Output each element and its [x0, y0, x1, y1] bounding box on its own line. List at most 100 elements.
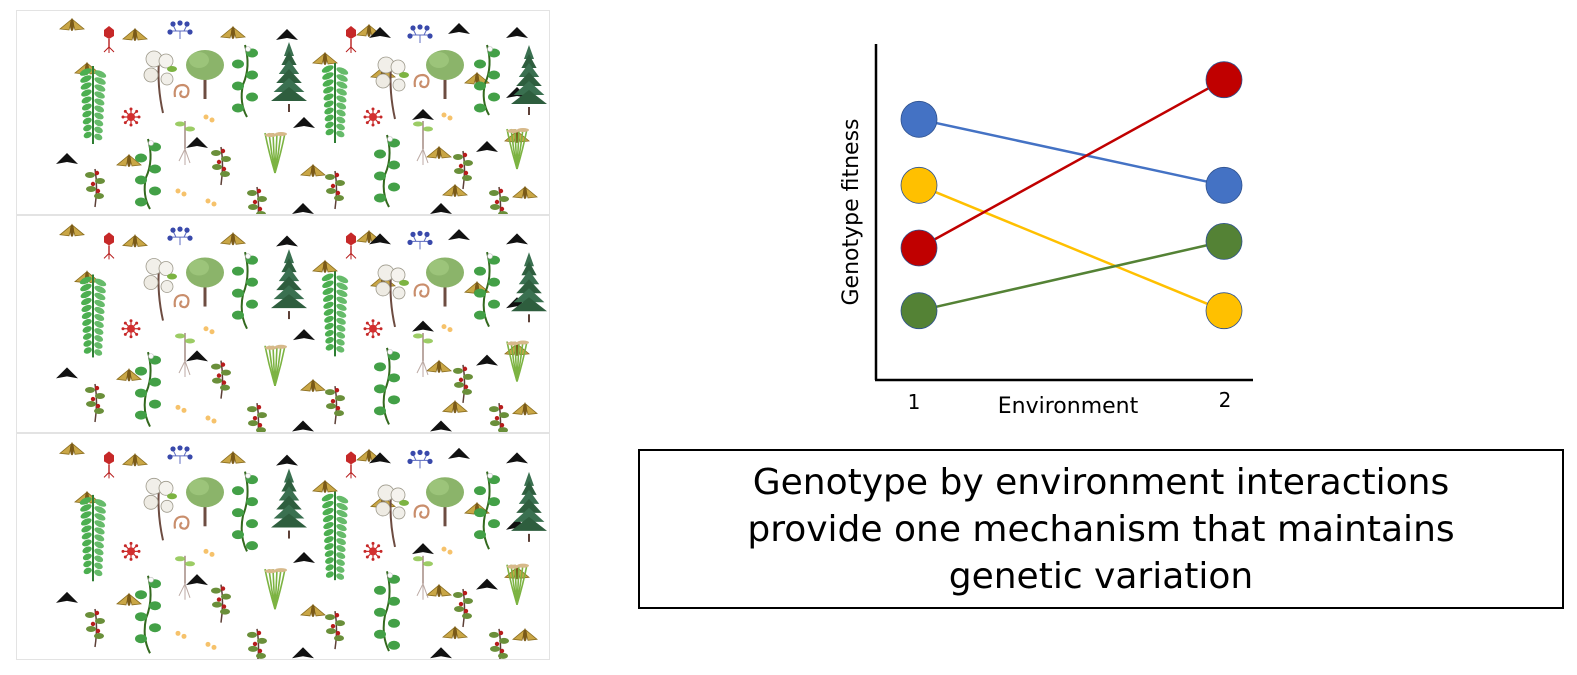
black-moth-icon: [476, 141, 498, 152]
vine-icon: [135, 575, 161, 654]
blue-flower-icon: [407, 230, 433, 250]
series-line-4: [918, 240, 1225, 312]
black-moth-icon: [292, 420, 314, 432]
vine-icon: [135, 138, 161, 210]
grass-icon: [506, 128, 529, 170]
vine-icon: [474, 471, 500, 550]
black-moth-icon: [412, 320, 434, 332]
cotton-plant-icon: [375, 484, 409, 548]
fern-icon: [79, 274, 107, 358]
x-tick-label-1: 1: [908, 390, 921, 414]
seedling-icon: [413, 121, 433, 165]
bacteria-icon: [203, 548, 215, 557]
y-axis-label: Genotype fitness: [839, 118, 864, 305]
moth-icon: [512, 402, 538, 416]
x-axis-label: Environment: [998, 394, 1139, 419]
series-layer: [900, 61, 1243, 330]
black-moth-icon: [369, 452, 391, 464]
vine-icon: [474, 44, 500, 116]
fern-icon: [321, 63, 349, 143]
berry-plant-icon: [211, 360, 231, 399]
series-line-3: [918, 78, 1225, 250]
black-moth-icon: [369, 233, 391, 245]
moth-icon: [300, 603, 326, 617]
black-moth-icon: [293, 329, 315, 341]
moth-icon: [300, 378, 326, 393]
bacteriophage-icon: [103, 451, 115, 479]
bacteria-icon: [205, 415, 217, 424]
vine-icon: [474, 251, 500, 328]
worm-icon: [173, 293, 190, 309]
moth-icon: [59, 17, 85, 31]
black-moth-icon: [292, 203, 314, 214]
moth-icon: [220, 232, 246, 246]
black-moth-icon: [292, 647, 314, 659]
moth-icon: [356, 23, 382, 37]
moth-icon: [220, 451, 246, 465]
virus-icon: [121, 107, 141, 127]
caption-text: Genotype by environment interactions pro…: [747, 461, 1455, 597]
cotton-plant-icon: [143, 477, 177, 541]
bacteria-icon: [203, 114, 215, 123]
fern-icon: [79, 494, 107, 582]
moth-icon: [426, 145, 452, 159]
bacteriophage-icon: [103, 26, 115, 53]
collage-strip-3: [16, 433, 550, 660]
black-moth-icon: [56, 591, 78, 603]
seedling-icon: [413, 332, 433, 377]
moth-icon: [512, 628, 538, 642]
moth-icon: [512, 185, 538, 199]
black-moth-icon: [276, 235, 298, 247]
virus-icon: [363, 319, 383, 339]
seedling-icon: [175, 332, 195, 377]
berry-plant-icon: [325, 611, 345, 650]
bacteria-icon: [175, 188, 187, 197]
tree-icon: [426, 477, 464, 527]
black-moth-icon: [186, 574, 208, 586]
bacteria-icon: [205, 198, 217, 207]
virus-icon: [121, 541, 141, 561]
blue-flower-icon: [407, 449, 433, 469]
black-moth-icon: [448, 447, 470, 459]
collage-svg: [56, 223, 547, 432]
berry-plant-icon: [247, 186, 267, 214]
seedling-icon: [175, 555, 195, 600]
vine-icon: [232, 44, 258, 118]
moth-icon: [59, 223, 85, 237]
series-1-point-env-1: [900, 100, 938, 138]
black-moth-icon: [412, 109, 434, 120]
collage-svg: [56, 442, 547, 659]
moth-icon: [442, 400, 468, 414]
blue-flower-icon: [167, 445, 193, 464]
worm-icon: [173, 83, 190, 99]
series-line-2: [918, 184, 1225, 312]
pine-tree-icon: [271, 249, 307, 320]
series-2-point-env-1: [900, 166, 938, 204]
bacteria-icon: [441, 112, 453, 121]
black-moth-icon: [476, 354, 498, 366]
bacteriophage-icon: [345, 26, 357, 53]
black-moth-icon: [276, 454, 298, 466]
virus-icon: [121, 319, 141, 339]
black-moth-icon: [369, 27, 391, 38]
black-moth-icon: [56, 367, 78, 379]
moth-icon: [300, 163, 326, 177]
vine-icon: [232, 471, 258, 552]
moth-icon: [116, 592, 142, 606]
moth-icon: [312, 51, 338, 65]
berry-plant-icon: [247, 403, 267, 432]
grass-icon: [264, 132, 287, 174]
pine-tree-icon: [511, 45, 547, 115]
species-collage: [16, 10, 550, 660]
moth-icon: [59, 442, 85, 456]
moth-icon: [442, 625, 468, 640]
moth-icon: [426, 359, 452, 373]
berry-plant-icon: [85, 383, 105, 423]
bacteria-icon: [441, 324, 453, 333]
worm-icon: [413, 283, 430, 298]
berry-plant-icon: [489, 403, 509, 432]
bacteriophage-icon: [345, 451, 357, 479]
black-moth-icon: [276, 29, 298, 40]
berry-plant-icon: [325, 170, 345, 210]
grass-icon: [506, 340, 529, 382]
